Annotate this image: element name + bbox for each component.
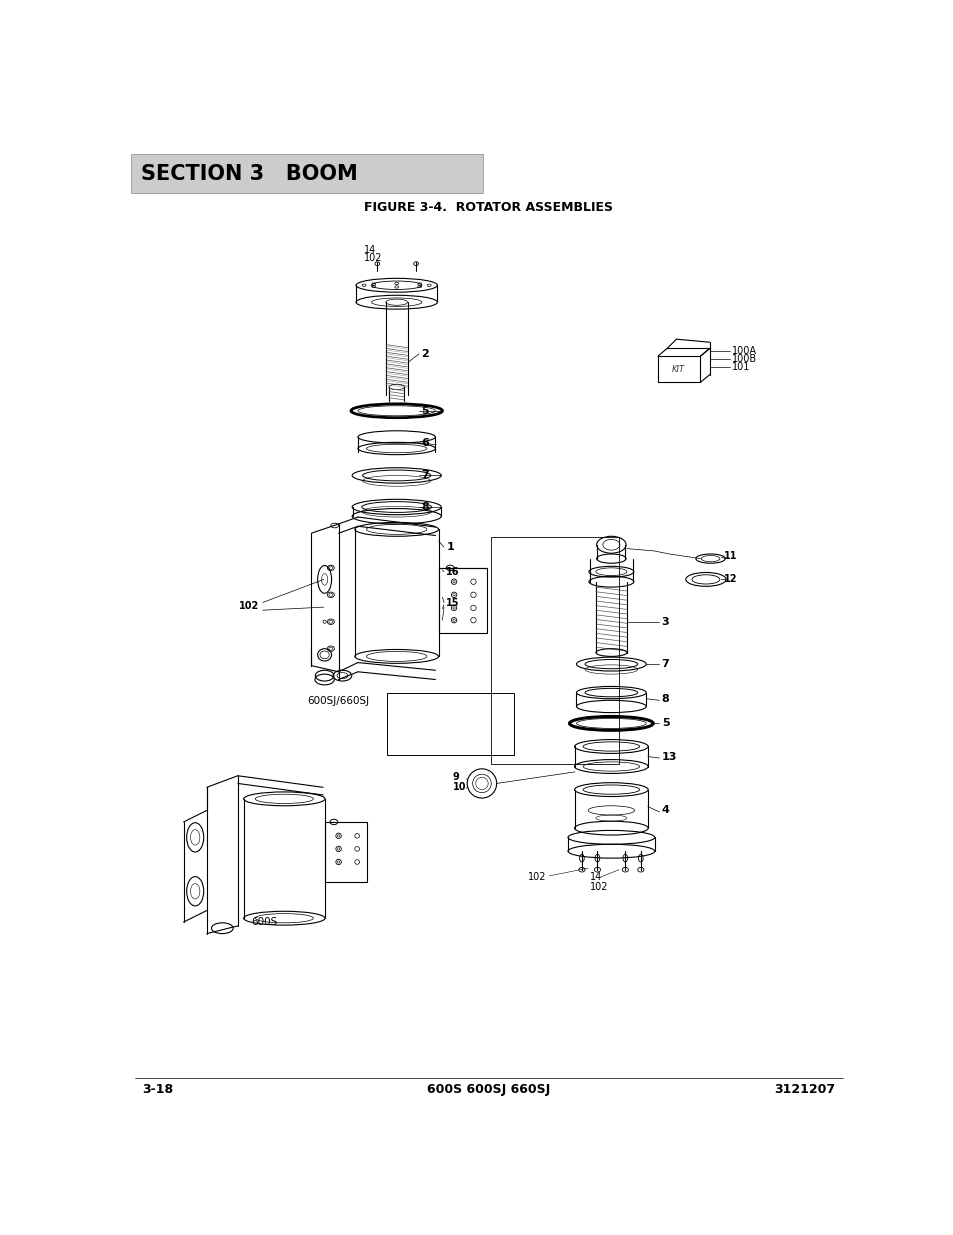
Text: 3: 3 <box>661 616 669 626</box>
Text: 11: 11 <box>723 551 737 561</box>
Text: 12: 12 <box>723 574 737 584</box>
Text: 102: 102 <box>590 882 608 892</box>
Text: 14: 14 <box>590 872 602 882</box>
Text: 102: 102 <box>527 872 546 882</box>
Text: 9: 9 <box>452 772 458 782</box>
Text: 10: 10 <box>452 782 465 792</box>
Text: 6: 6 <box>421 438 429 448</box>
Text: 8: 8 <box>421 501 429 513</box>
Text: 14: 14 <box>364 245 376 254</box>
Text: 4: 4 <box>661 805 669 815</box>
Text: 5: 5 <box>421 406 429 416</box>
Text: 600SJ/660SJ: 600SJ/660SJ <box>307 697 369 706</box>
Text: 102: 102 <box>364 252 382 263</box>
Text: 101: 101 <box>731 362 749 372</box>
Text: 7: 7 <box>661 659 669 669</box>
Text: 100A: 100A <box>731 347 756 357</box>
Text: 8: 8 <box>661 694 669 704</box>
Text: SECTION 3   BOOM: SECTION 3 BOOM <box>141 163 357 184</box>
Text: 600S: 600S <box>251 918 277 927</box>
Bar <box>324 823 367 882</box>
Bar <box>491 537 618 764</box>
Text: 7: 7 <box>421 471 429 480</box>
Text: 15: 15 <box>446 598 459 608</box>
Text: FIGURE 3-4.  ROTATOR ASSEMBLIES: FIGURE 3-4. ROTATOR ASSEMBLIES <box>364 201 613 214</box>
Text: KIT: KIT <box>672 364 684 374</box>
Text: 3121207: 3121207 <box>774 1083 835 1095</box>
Bar <box>386 693 514 755</box>
Text: 5: 5 <box>661 719 669 729</box>
FancyBboxPatch shape <box>131 154 483 193</box>
Text: 1: 1 <box>446 542 454 552</box>
Text: 3-18: 3-18 <box>142 1083 173 1095</box>
Text: 2: 2 <box>421 348 429 359</box>
Bar <box>438 568 486 634</box>
Text: 16: 16 <box>446 567 459 577</box>
Text: 102: 102 <box>239 601 259 611</box>
Text: 600S 600SJ 660SJ: 600S 600SJ 660SJ <box>427 1083 550 1095</box>
Text: 13: 13 <box>661 752 677 762</box>
Text: 100B: 100B <box>731 354 756 364</box>
